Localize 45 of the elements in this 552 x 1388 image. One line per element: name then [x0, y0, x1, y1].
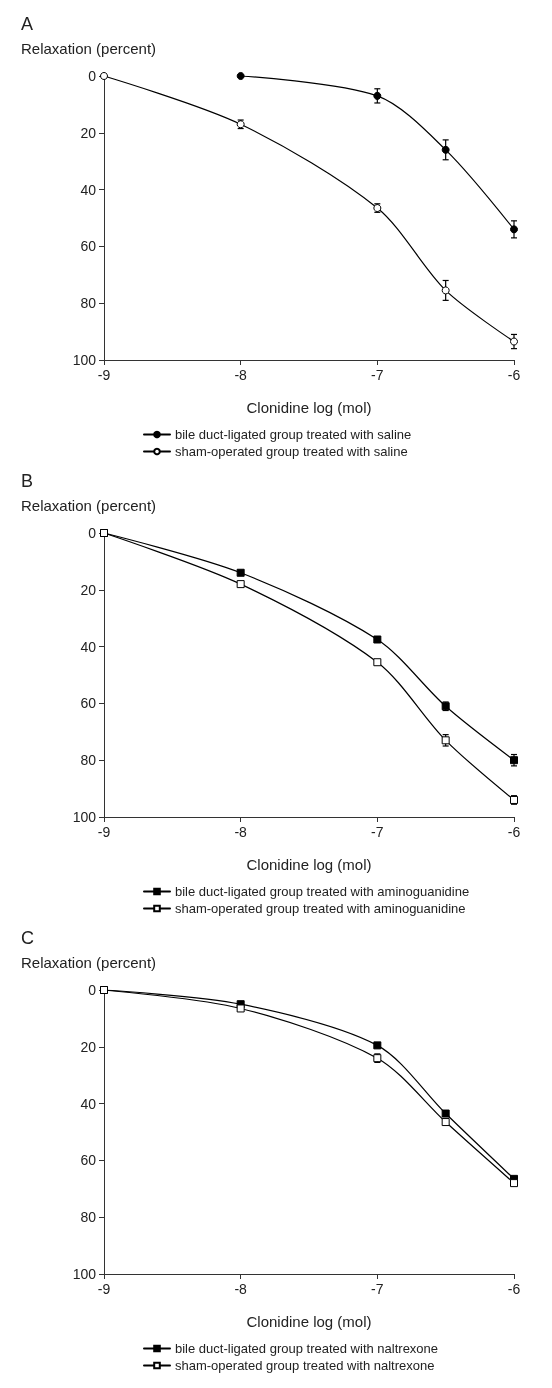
legend-label: bile duct-ligated group treated with naltrexone: [175, 1341, 439, 1356]
legend-label: bile duct-ligated group treated with aminoguanidine: [175, 884, 470, 899]
x-tick-label: -9: [97, 367, 111, 383]
x-tick-label: -6: [507, 367, 521, 383]
y-tick-label: 20: [80, 581, 97, 598]
chart-title: B: [21, 471, 34, 491]
y-axis-title: Relaxation (percent): [21, 954, 157, 971]
y-tick-label: 80: [80, 752, 97, 769]
y-tick-label: 0: [88, 525, 97, 541]
x-axis-title: Clonidine log (mol): [246, 399, 372, 416]
x-tick-label: -7: [371, 367, 384, 383]
y-tick-label: 60: [80, 238, 97, 255]
x-tick-label: -9: [97, 1281, 111, 1297]
x-axis-title: Clonidine log (mol): [246, 1313, 372, 1330]
x-tick-label: -6: [507, 824, 521, 840]
x-tick-label: -9: [97, 824, 111, 840]
x-tick-label: -8: [234, 367, 248, 383]
y-tick-label: 80: [80, 295, 97, 312]
legend-label: bile duct-ligated group treated with saline: [175, 427, 412, 442]
y-tick-label: 100: [72, 1266, 97, 1282]
x-tick-label: -6: [507, 1281, 521, 1297]
y-tick-label: 0: [88, 982, 97, 998]
chart-title: C: [21, 928, 34, 948]
legend-label: sham-operated group treated with saline: [175, 444, 408, 459]
x-tick-label: -8: [234, 1281, 248, 1297]
y-tick-label: 60: [80, 695, 97, 712]
legend-label: sham-operated group treated with aminoguanidine: [175, 901, 466, 916]
y-tick-label: 80: [80, 1209, 97, 1226]
x-tick-label: -8: [234, 824, 248, 840]
x-tick-label: -7: [371, 824, 384, 840]
x-axis-title: Clonidine log (mol): [246, 856, 372, 873]
legend-label: sham-operated group treated with naltrexone: [175, 1358, 435, 1373]
y-axis-title: Relaxation (percent): [21, 40, 157, 57]
y-tick-label: 40: [80, 181, 97, 198]
y-axis-title: Relaxation (percent): [21, 497, 157, 514]
y-tick-label: 0: [88, 68, 97, 84]
x-tick-label: -7: [371, 1281, 384, 1297]
y-tick-label: 40: [80, 638, 97, 655]
y-tick-label: 60: [80, 1152, 97, 1169]
chart-title: A: [21, 14, 34, 34]
y-tick-label: 40: [80, 1095, 97, 1112]
y-tick-label: 20: [80, 1038, 97, 1055]
y-tick-label: 20: [80, 124, 97, 141]
y-tick-label: 100: [72, 352, 97, 368]
y-tick-label: 100: [72, 809, 97, 825]
